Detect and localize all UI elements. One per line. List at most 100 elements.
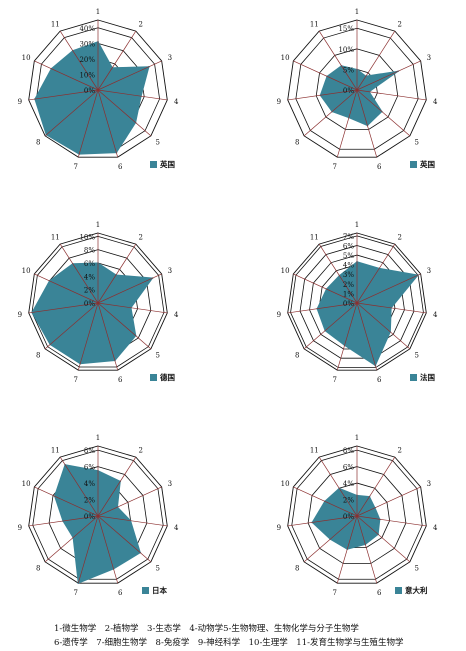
spoke xyxy=(77,89,99,158)
axis-label: 2 xyxy=(138,234,142,242)
spoke xyxy=(356,30,396,91)
axis-label: 11 xyxy=(310,21,319,29)
grid-ring xyxy=(290,235,424,368)
axis-label: 11 xyxy=(51,21,60,29)
axis-label: 3 xyxy=(427,54,431,62)
spoke xyxy=(34,486,99,517)
spoke xyxy=(356,486,421,517)
radar-chart-1: 0% 10% 20% 30% 40% 1 2 3 4 5 6 7 8 9 10 11 英国 xyxy=(18,8,179,171)
axis-label: 7 xyxy=(74,589,78,597)
spoke xyxy=(356,515,411,563)
spoke xyxy=(97,302,168,314)
spoke xyxy=(336,515,358,584)
radar-chart-2: 0% 5% 10% 15% 1 2 3 4 5 6 7 8 9 10 11 英国 xyxy=(277,8,438,171)
axis-label: 10 xyxy=(281,480,290,488)
spoke xyxy=(303,89,358,137)
spoke xyxy=(287,515,358,527)
spoke xyxy=(77,515,99,584)
legend-label: 意大利 xyxy=(405,585,428,595)
spoke xyxy=(97,60,162,91)
axis-label: 6 xyxy=(118,376,123,384)
axis-label: 3 xyxy=(168,480,172,488)
spoke xyxy=(97,30,137,91)
axis-label: 8 xyxy=(36,565,40,573)
legend-label: 日本 xyxy=(152,585,167,595)
axis-label: 1 xyxy=(355,434,359,442)
axis-label: 4 xyxy=(433,98,438,106)
axis-label: 4 xyxy=(174,98,179,106)
axis-label: 9 xyxy=(277,524,281,532)
grid-ring xyxy=(31,235,165,368)
legend-label: 法国 xyxy=(420,372,435,382)
tick-label: 0% xyxy=(84,513,95,521)
axis-label: 5 xyxy=(155,565,159,573)
tick-label: 4% xyxy=(343,480,354,488)
outer-ring xyxy=(28,445,168,584)
axis-label: 4 xyxy=(174,524,179,532)
spoke xyxy=(287,302,358,314)
spoke xyxy=(293,486,358,517)
spoke xyxy=(293,60,358,91)
grid-ring xyxy=(291,449,423,580)
tick-label: 0% xyxy=(343,300,354,308)
axis-label: 8 xyxy=(295,565,299,573)
spoke xyxy=(97,302,119,371)
axis-label: 11 xyxy=(51,234,60,242)
spoke xyxy=(59,243,99,304)
axis-label: 1 xyxy=(355,8,359,16)
axis-label: 4 xyxy=(174,311,179,319)
tick-label: 2% xyxy=(84,287,95,295)
tick-label: 5% xyxy=(343,252,354,260)
tick-label: 8% xyxy=(84,247,95,255)
spoke xyxy=(34,273,99,304)
spoke xyxy=(336,89,358,158)
tick-label: 5% xyxy=(343,66,354,74)
spoke xyxy=(28,302,99,314)
axis-label: 7 xyxy=(333,163,337,171)
legend-swatch xyxy=(395,587,402,594)
axis-label: 9 xyxy=(18,524,22,532)
axis-label: 6 xyxy=(377,163,382,171)
axis-label: 8 xyxy=(36,139,40,147)
axis-label: 4 xyxy=(433,524,438,532)
tick-label: 1% xyxy=(343,290,354,298)
spoke xyxy=(97,243,137,304)
axis-label: 8 xyxy=(295,139,299,147)
axis-label: 7 xyxy=(74,376,78,384)
tick-label: 6% xyxy=(343,242,354,250)
axis-label: 5 xyxy=(414,352,418,360)
tick-label: 6% xyxy=(84,464,95,472)
spoke xyxy=(356,515,378,584)
axis-label: 1 xyxy=(96,8,100,16)
tick-label: 7% xyxy=(343,233,354,241)
spoke xyxy=(97,515,119,584)
spoke xyxy=(97,89,152,137)
axis-label: 10 xyxy=(281,54,290,62)
spoke xyxy=(28,515,99,527)
spoke xyxy=(97,89,168,101)
spoke xyxy=(318,243,358,304)
legend-line-1: 1-微生物学 2-植物学 3-生态学 4-动物学5-生物物理、生物化学与分子生物… xyxy=(54,624,359,634)
spoke xyxy=(356,60,421,91)
spoke xyxy=(97,89,119,158)
axis-label: 2 xyxy=(397,447,401,455)
legend-swatch xyxy=(150,374,157,381)
legend-label: 德国 xyxy=(160,372,175,382)
axis-label: 6 xyxy=(377,589,382,597)
spoke xyxy=(34,60,99,91)
spoke xyxy=(356,243,396,304)
spoke xyxy=(356,89,411,137)
legend-swatch xyxy=(410,161,417,168)
axis-label: 8 xyxy=(36,352,40,360)
series-area xyxy=(316,261,419,367)
spoke xyxy=(356,515,427,527)
series-area xyxy=(34,41,150,155)
spoke xyxy=(303,302,358,350)
spoke xyxy=(336,302,358,371)
axis-label: 10 xyxy=(22,54,31,62)
legend-label: 英国 xyxy=(420,159,435,169)
axis-label: 6 xyxy=(118,163,123,171)
spoke xyxy=(59,456,99,517)
axis-label: 2 xyxy=(397,234,401,242)
